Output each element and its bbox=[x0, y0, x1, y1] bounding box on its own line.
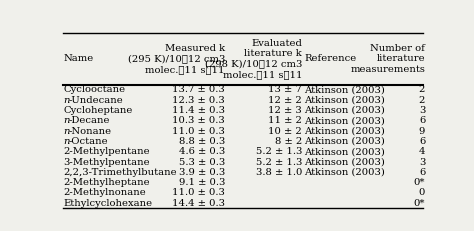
Text: -Decane: -Decane bbox=[68, 116, 109, 125]
Text: n: n bbox=[64, 116, 70, 125]
Text: 8 ± 2: 8 ± 2 bbox=[275, 137, 302, 146]
Text: Cycloheptane: Cycloheptane bbox=[64, 106, 133, 115]
Text: Cyclooctane: Cyclooctane bbox=[64, 85, 126, 94]
Text: 11.0 ± 0.3: 11.0 ± 0.3 bbox=[172, 188, 225, 198]
Text: 9.1 ± 0.3: 9.1 ± 0.3 bbox=[179, 178, 225, 187]
Text: 3: 3 bbox=[419, 158, 425, 167]
Text: 0: 0 bbox=[419, 188, 425, 198]
Text: -Undecane: -Undecane bbox=[68, 96, 123, 105]
Text: 8.8 ± 0.3: 8.8 ± 0.3 bbox=[179, 137, 225, 146]
Text: 11.0 ± 0.3: 11.0 ± 0.3 bbox=[172, 127, 225, 136]
Text: 14.4 ± 0.3: 14.4 ± 0.3 bbox=[172, 199, 225, 208]
Text: 13.7 ± 0.3: 13.7 ± 0.3 bbox=[172, 85, 225, 94]
Text: 0*: 0* bbox=[414, 178, 425, 187]
Text: Atkinson (2003): Atkinson (2003) bbox=[304, 116, 385, 125]
Text: Evaluated
literature k
(298 K)/10⁲12 cm3
molec.⁲11 s⁲11: Evaluated literature k (298 K)/10⁲12 cm3… bbox=[205, 39, 302, 79]
Text: 12 ± 2: 12 ± 2 bbox=[268, 96, 302, 105]
Text: -Octane: -Octane bbox=[68, 137, 108, 146]
Text: 3.9 ± 0.3: 3.9 ± 0.3 bbox=[179, 168, 225, 177]
Text: 10.3 ± 0.3: 10.3 ± 0.3 bbox=[172, 116, 225, 125]
Text: Reference: Reference bbox=[304, 54, 356, 63]
Text: Atkinson (2003): Atkinson (2003) bbox=[304, 168, 385, 177]
Text: n: n bbox=[64, 96, 70, 105]
Text: n: n bbox=[64, 127, 70, 136]
Text: 9: 9 bbox=[419, 127, 425, 136]
Text: 6: 6 bbox=[419, 137, 425, 146]
Text: Atkinson (2003): Atkinson (2003) bbox=[304, 137, 385, 146]
Text: 3.8 ± 1.0: 3.8 ± 1.0 bbox=[255, 168, 302, 177]
Text: 5.2 ± 1.3: 5.2 ± 1.3 bbox=[255, 158, 302, 167]
Text: 13 ± 7: 13 ± 7 bbox=[268, 85, 302, 94]
Text: Atkinson (2003): Atkinson (2003) bbox=[304, 106, 385, 115]
Text: 5.2 ± 1.3: 5.2 ± 1.3 bbox=[255, 147, 302, 156]
Text: 6: 6 bbox=[419, 116, 425, 125]
Text: Atkinson (2003): Atkinson (2003) bbox=[304, 158, 385, 167]
Text: 3: 3 bbox=[419, 106, 425, 115]
Text: 0*: 0* bbox=[414, 199, 425, 208]
Text: 2-Methylnonane: 2-Methylnonane bbox=[64, 188, 146, 198]
Text: 2: 2 bbox=[419, 96, 425, 105]
Text: 11.4 ± 0.3: 11.4 ± 0.3 bbox=[172, 106, 225, 115]
Text: 12.3 ± 0.3: 12.3 ± 0.3 bbox=[172, 96, 225, 105]
Text: Name: Name bbox=[64, 54, 94, 63]
Text: 10 ± 2: 10 ± 2 bbox=[268, 127, 302, 136]
Text: 3-Methylpentane: 3-Methylpentane bbox=[64, 158, 150, 167]
Text: Measured k
(295 K)/10⁲12 cm3
molec.⁲11 s⁲11: Measured k (295 K)/10⁲12 cm3 molec.⁲11 s… bbox=[128, 44, 225, 74]
Text: Atkinson (2003): Atkinson (2003) bbox=[304, 127, 385, 136]
Text: Atkinson (2003): Atkinson (2003) bbox=[304, 85, 385, 94]
Text: 11 ± 2: 11 ± 2 bbox=[268, 116, 302, 125]
Text: Number of
literature
measurements: Number of literature measurements bbox=[350, 44, 425, 74]
Text: Atkinson (2003): Atkinson (2003) bbox=[304, 96, 385, 105]
Text: 4: 4 bbox=[419, 147, 425, 156]
Text: 4.6 ± 0.3: 4.6 ± 0.3 bbox=[179, 147, 225, 156]
Text: 6: 6 bbox=[419, 168, 425, 177]
Text: 2,2,3-Trimethylbutane: 2,2,3-Trimethylbutane bbox=[64, 168, 177, 177]
Text: 2-Methylheptane: 2-Methylheptane bbox=[64, 178, 150, 187]
Text: 5.3 ± 0.3: 5.3 ± 0.3 bbox=[179, 158, 225, 167]
Text: 2: 2 bbox=[419, 85, 425, 94]
Text: Atkinson (2003): Atkinson (2003) bbox=[304, 147, 385, 156]
Text: 12 ± 3: 12 ± 3 bbox=[268, 106, 302, 115]
Text: 2-Methylpentane: 2-Methylpentane bbox=[64, 147, 150, 156]
Text: n: n bbox=[64, 137, 70, 146]
Text: Ethylcyclohexane: Ethylcyclohexane bbox=[64, 199, 153, 208]
Text: -Nonane: -Nonane bbox=[68, 127, 111, 136]
